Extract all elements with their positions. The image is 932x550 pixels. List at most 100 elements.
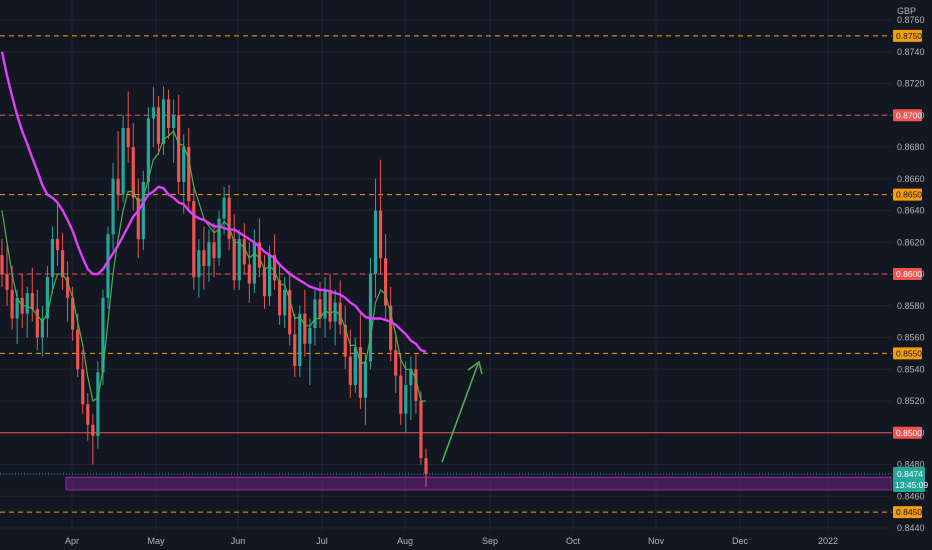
- arrow-annotation: [441, 360, 483, 463]
- candle-body: [237, 239, 241, 281]
- candle-body: [156, 107, 161, 144]
- support-zone: [65, 476, 893, 491]
- candle-body: [313, 299, 317, 328]
- ema-slow-line: [0, 51, 427, 353]
- candle-body: [50, 239, 55, 278]
- y-tick-label: 0.8660: [897, 174, 925, 184]
- candle-body: [378, 210, 383, 259]
- candle-body: [40, 318, 44, 338]
- candle-body: [0, 254, 4, 274]
- arrow-shaft[interactable]: [441, 363, 479, 463]
- candle-body: [242, 239, 246, 265]
- candle-body: [197, 250, 201, 278]
- level-badge: [893, 109, 922, 122]
- candle-body: [409, 369, 413, 386]
- x-axis-ticks: Apr May Jun Jul Aug Sep Oct Nov Dec 2022: [65, 536, 838, 546]
- candle-body: [187, 147, 191, 201]
- support-zone-rect[interactable]: [65, 476, 893, 491]
- candle-body: [404, 385, 408, 414]
- candle-body: [283, 289, 287, 316]
- y-tick-label: 0.8540: [897, 364, 925, 374]
- candle-body: [25, 293, 29, 314]
- candle-body: [358, 347, 362, 398]
- y-tick-label: 0.8640: [897, 206, 925, 216]
- candle-body: [227, 197, 231, 240]
- candle-body: [106, 234, 110, 298]
- candle-body: [389, 305, 393, 351]
- candle-body: [333, 302, 337, 322]
- price-badges: 0.8750 0.8700 0.8650 0.8600 0.8550 0.8500 0.84…: [893, 29, 928, 519]
- candle-body: [141, 181, 145, 240]
- y-tick-label: 0.8720: [897, 79, 925, 89]
- candle-body: [394, 350, 398, 376]
- currency-label: GBP: [897, 6, 916, 16]
- candle-body: [15, 297, 19, 319]
- candle-body: [323, 289, 327, 319]
- candle-body: [121, 127, 125, 195]
- candle-body: [252, 242, 256, 284]
- candle-body: [399, 375, 403, 414]
- candle-body: [146, 118, 150, 182]
- level-badge: [893, 347, 922, 360]
- candle-body: [298, 313, 302, 367]
- candle-body: [151, 107, 156, 119]
- level-badge: [893, 506, 922, 519]
- level-badge-label: 0.8450: [896, 507, 922, 517]
- time-axis[interactable]: [0, 532, 932, 550]
- candle-body: [303, 313, 307, 344]
- candle-body: [217, 218, 221, 259]
- candle-body: [116, 178, 120, 195]
- candle-body: [272, 254, 277, 281]
- candle-body: [267, 254, 272, 297]
- price-axis[interactable]: [892, 0, 932, 532]
- candle-body: [177, 115, 181, 182]
- candle-body: [131, 147, 135, 198]
- current-price-label: 0.8474: [897, 469, 923, 479]
- candle-body: [348, 356, 352, 386]
- level-badge: [893, 426, 922, 439]
- x-tick-label: Apr: [65, 536, 79, 546]
- y-tick-label: 0.8740: [897, 47, 925, 57]
- candle-body: [207, 242, 211, 267]
- candle-body: [338, 302, 342, 325]
- level-badge: [893, 188, 922, 201]
- x-tick-label: Sep: [482, 536, 498, 546]
- candle-body: [96, 372, 100, 436]
- y-tick-label: 0.8460: [897, 491, 925, 501]
- candle-body: [81, 369, 85, 405]
- countdown-label: 13:45:09: [895, 480, 928, 490]
- candles: [0, 86, 428, 487]
- ema-lines: [0, 51, 427, 402]
- level-badge-label: 0.8500: [896, 428, 922, 438]
- candle-body: [308, 327, 312, 344]
- candle-body: [182, 147, 186, 182]
- candle-body: [91, 424, 95, 436]
- candle-body: [293, 334, 297, 367]
- ema-fast-line: [1, 130, 426, 402]
- x-tick-label: 2022: [818, 536, 838, 546]
- candle-body: [288, 289, 292, 335]
- candle-body: [247, 264, 251, 284]
- y-tick-label: 0.8620: [897, 237, 925, 247]
- candle-body: [414, 369, 418, 401]
- y-tick-label: 0.8680: [897, 142, 925, 152]
- candle-body: [257, 242, 262, 268]
- candle-body: [30, 293, 34, 309]
- level-badge-label: 0.8550: [896, 348, 922, 358]
- candle-body: [373, 210, 378, 274]
- candle-body: [55, 239, 60, 251]
- y-tick-label: 0.8580: [897, 301, 925, 311]
- x-tick-label: Jun: [231, 536, 246, 546]
- level-badge-label: 0.8700: [896, 110, 922, 120]
- candle-body: [111, 178, 115, 235]
- candle-body: [222, 197, 226, 219]
- candle-body: [232, 239, 236, 281]
- candle-body: [86, 404, 90, 425]
- x-tick-label: Aug: [397, 536, 413, 546]
- current-price-badge: [893, 467, 925, 493]
- x-tick-label: Jul: [316, 536, 328, 546]
- candle-body: [136, 197, 140, 240]
- y-tick-label: 0.8760: [897, 15, 925, 25]
